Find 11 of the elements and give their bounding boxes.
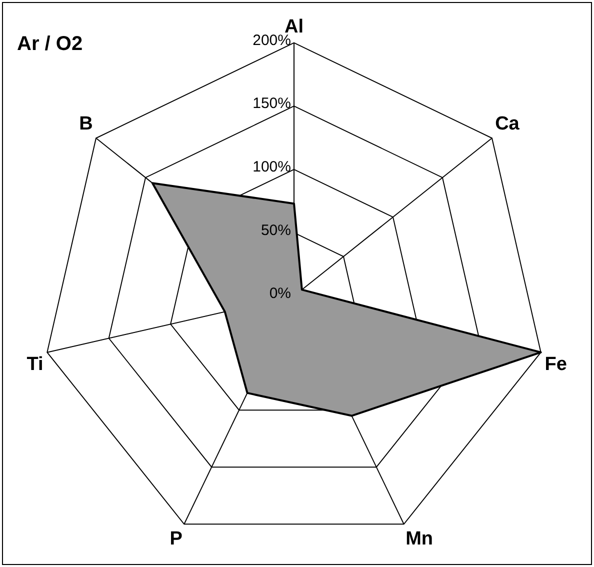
- y-tick-label: 50%: [260, 222, 291, 239]
- spoke-label: Mn: [406, 528, 434, 550]
- y-tick-label: 0%: [269, 285, 291, 302]
- text: Ar / O2: [17, 33, 83, 56]
- spoke-label: B: [79, 113, 93, 134]
- spoke-label: Fe: [544, 354, 567, 375]
- spoke-label: Ca: [495, 113, 520, 134]
- y-tick-label: 100%: [252, 158, 291, 176]
- spoke-label: P: [170, 528, 183, 550]
- spoke-label: Ti: [26, 354, 44, 375]
- y-tick-label: 150%: [252, 95, 291, 112]
